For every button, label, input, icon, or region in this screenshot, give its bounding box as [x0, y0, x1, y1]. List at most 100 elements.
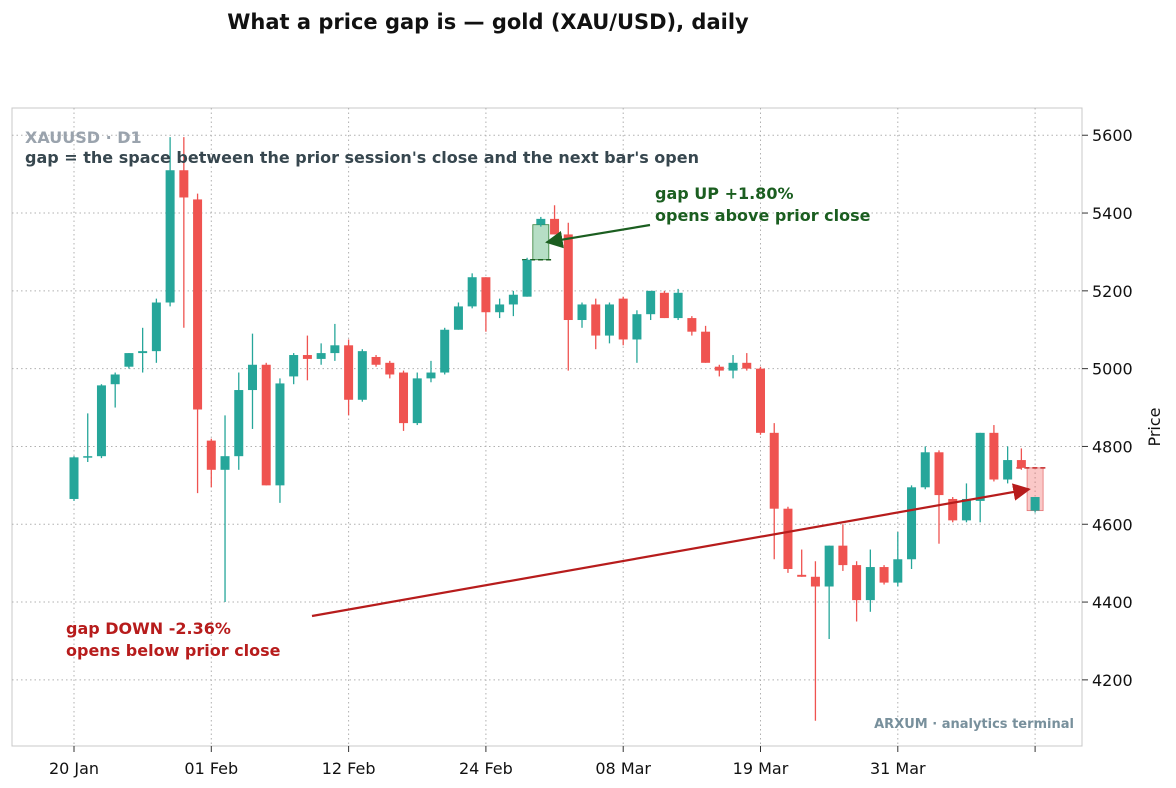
y-tick-label: 4600 [1092, 515, 1133, 534]
candle-body [934, 452, 944, 496]
candle-body [220, 456, 230, 470]
candle-body [824, 545, 834, 587]
candle-body [357, 351, 367, 400]
candle-body [234, 390, 244, 457]
candle-body [838, 545, 848, 566]
y-tick-label: 5000 [1092, 360, 1133, 379]
candle-body [138, 351, 148, 354]
candle-body [426, 372, 436, 379]
candle-body [508, 294, 518, 305]
candle-body [467, 277, 477, 307]
symbol-label: XAUUSD · D1 [25, 128, 142, 147]
candle-body [193, 199, 203, 410]
chart-subtitle: gap = the space between the prior sessio… [25, 148, 699, 167]
annotation-arrows [311, 223, 1031, 618]
candle-body [440, 329, 450, 373]
candle-body [810, 576, 820, 587]
candle-body [948, 498, 958, 521]
candle-body [83, 456, 93, 458]
candle-body [110, 374, 120, 385]
y-axis-ticks: 4200 4400 4600 4800 5000 5200 5400 5600 [1082, 126, 1133, 690]
candle-body [591, 304, 601, 336]
y-tick-label: 4400 [1092, 593, 1133, 612]
y-tick-label: 5200 [1092, 282, 1133, 301]
candle-body [69, 457, 79, 499]
candle-body [151, 302, 161, 352]
gridlines [12, 108, 1082, 746]
gap-down-label: gap DOWN -2.36% [66, 619, 231, 638]
x-tick-label: 20 Jan [49, 759, 99, 778]
candle-body [783, 508, 793, 569]
candle-body [852, 565, 862, 601]
gap-down-sublabel: opens below prior close [66, 641, 281, 660]
candle-body [412, 378, 422, 424]
candle-body [275, 383, 285, 486]
candle-body [165, 170, 175, 303]
candle-body [495, 304, 505, 313]
candle-body [728, 362, 738, 371]
candle-body [399, 372, 409, 424]
candle-body [206, 440, 216, 470]
candle-body [604, 304, 614, 336]
candle-body [330, 345, 340, 354]
candle-body [577, 304, 587, 321]
candlesticks [69, 137, 1040, 721]
x-tick-label: 12 Feb [322, 759, 376, 778]
candle-body [1030, 497, 1040, 511]
candle-body [742, 362, 752, 369]
candle-body [453, 306, 463, 330]
candle-body [124, 353, 134, 367]
plot-area [11, 107, 1083, 747]
candle-body [522, 259, 532, 297]
candle-body [302, 355, 312, 359]
y-tick-label: 5600 [1092, 126, 1133, 145]
y-tick-label: 5400 [1092, 204, 1133, 223]
candle-body [659, 292, 669, 319]
candle-body [632, 314, 642, 340]
candle-body [865, 567, 875, 601]
candle-body [316, 353, 326, 359]
y-axis-label: Price [1145, 407, 1164, 446]
candle-body [797, 574, 807, 577]
candle-body [344, 345, 354, 400]
candle-body [371, 356, 381, 365]
candle-body [893, 559, 903, 583]
candle-body [618, 298, 628, 340]
candle-body [714, 366, 724, 371]
candle-body [989, 432, 999, 480]
candle-body [907, 487, 917, 560]
candle-body [769, 432, 779, 509]
gap-up-label: gap UP +1.80% [655, 184, 793, 203]
candle-body [261, 364, 271, 486]
candle-body [289, 355, 299, 377]
watermark: ARXUM · analytics terminal [874, 717, 1074, 732]
x-tick-label: 31 Mar [870, 759, 926, 778]
candle-body [550, 218, 560, 235]
x-tick-label: 19 Mar [733, 759, 789, 778]
y-tick-label: 4200 [1092, 671, 1133, 690]
gap-up-arrow [545, 223, 651, 249]
candle-body [1003, 460, 1013, 480]
candle-body [481, 277, 491, 313]
x-tick-label: 01 Feb [184, 759, 238, 778]
gap-up-zone [532, 224, 550, 261]
candle-body [385, 362, 395, 375]
candle-body [673, 292, 683, 319]
gap-up-sublabel: opens above prior close [655, 206, 871, 225]
x-tick-label: 08 Mar [595, 759, 651, 778]
candle-body [646, 290, 656, 315]
candle-body [879, 567, 889, 583]
candle-body [1016, 460, 1026, 468]
candle-body [247, 364, 257, 391]
candle-body [961, 498, 971, 521]
candle-body [687, 318, 697, 332]
x-tick-label: 24 Feb [459, 759, 513, 778]
candle-body [96, 385, 106, 457]
x-axis-ticks: 20 Jan 01 Feb 12 Feb 24 Feb 08 Mar 19 Mar 31 M… [49, 746, 1036, 778]
candle-body [536, 218, 546, 225]
candle-body [563, 234, 573, 321]
y-tick-label: 4800 [1092, 437, 1133, 456]
gap-down-arrow [311, 483, 1031, 618]
candle-body [179, 170, 189, 198]
